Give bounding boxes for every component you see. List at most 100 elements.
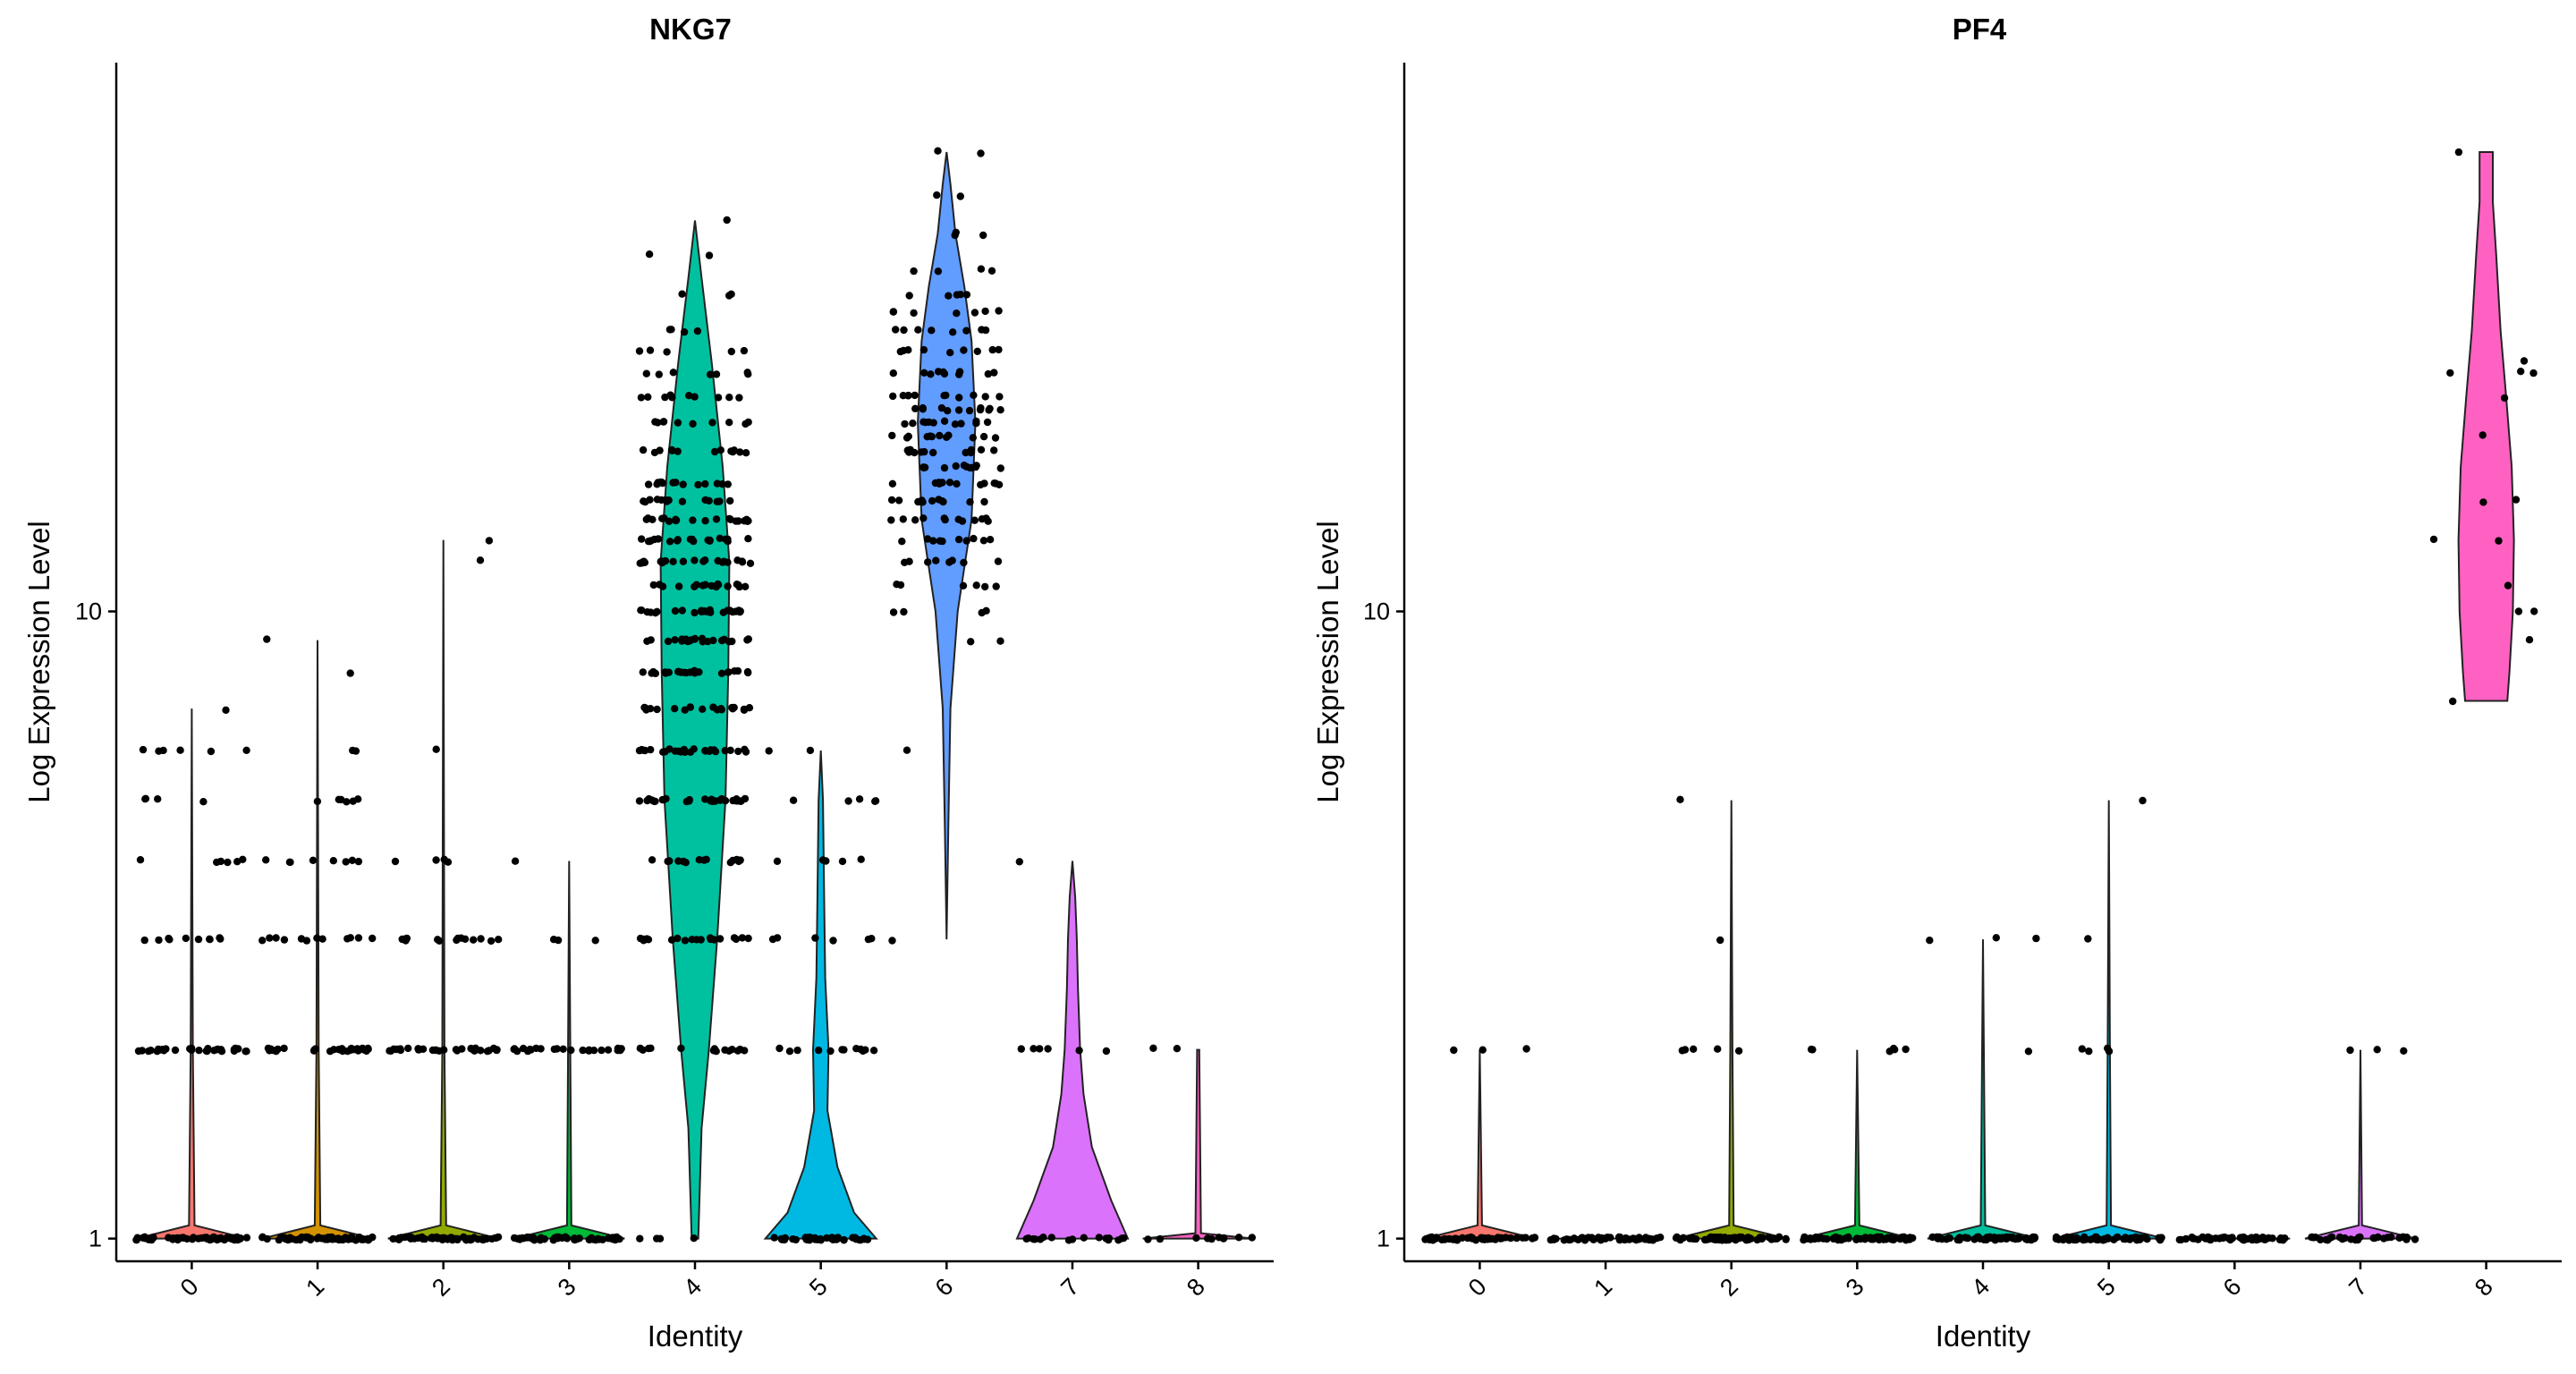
data-point bbox=[2429, 535, 2438, 544]
data-point bbox=[811, 1235, 819, 1243]
data-point bbox=[2395, 1234, 2403, 1243]
data-point bbox=[2175, 1235, 2183, 1244]
data-point bbox=[730, 703, 738, 712]
data-point bbox=[637, 394, 646, 402]
data-point bbox=[550, 1045, 558, 1054]
data-point bbox=[208, 1234, 216, 1242]
data-point bbox=[818, 856, 827, 864]
data-point bbox=[1039, 1234, 1047, 1242]
data-point bbox=[979, 537, 988, 545]
data-point bbox=[726, 746, 734, 754]
data-point bbox=[1954, 1234, 1962, 1243]
data-point bbox=[898, 538, 906, 546]
violin-cluster-5 bbox=[2053, 800, 2165, 1240]
data-point bbox=[1075, 1047, 1083, 1055]
data-point bbox=[1149, 1044, 1157, 1053]
violin-cluster-8 bbox=[2457, 151, 2515, 702]
data-point bbox=[2520, 357, 2529, 365]
data-point bbox=[1047, 1234, 1056, 1242]
y-tick-label: 10 bbox=[75, 598, 102, 625]
data-point bbox=[953, 310, 961, 318]
data-point bbox=[838, 1046, 846, 1054]
data-point bbox=[699, 557, 708, 565]
data-point bbox=[136, 856, 145, 864]
data-point bbox=[674, 582, 683, 590]
data-point bbox=[725, 606, 734, 615]
data-point bbox=[660, 514, 668, 522]
data-point bbox=[986, 536, 995, 544]
data-point bbox=[667, 326, 675, 334]
violin-cluster-2 bbox=[1675, 800, 1787, 1240]
data-point bbox=[1905, 1235, 1914, 1243]
data-point bbox=[994, 557, 1003, 565]
data-point bbox=[717, 636, 726, 645]
x-tick-label: 5 bbox=[804, 1273, 833, 1302]
data-point bbox=[896, 581, 905, 589]
data-point bbox=[262, 856, 270, 864]
data-point bbox=[966, 498, 974, 506]
data-point bbox=[1673, 1233, 1682, 1242]
data-point bbox=[2346, 1046, 2354, 1055]
data-point bbox=[735, 582, 743, 591]
data-point bbox=[1064, 1236, 1073, 1244]
data-point bbox=[354, 795, 362, 803]
data-point bbox=[2059, 1235, 2067, 1244]
data-point bbox=[833, 1235, 841, 1243]
data-point bbox=[671, 705, 679, 713]
data-point bbox=[639, 445, 648, 454]
data-point bbox=[983, 418, 992, 427]
data-point bbox=[806, 746, 815, 755]
data-point bbox=[889, 308, 897, 316]
data-point bbox=[944, 407, 952, 415]
violin-cluster-2 bbox=[387, 539, 499, 1240]
data-point bbox=[732, 797, 741, 805]
violin-cluster-4 bbox=[659, 220, 731, 1240]
data-point bbox=[204, 1045, 212, 1053]
data-point bbox=[476, 556, 485, 564]
data-point bbox=[962, 448, 970, 457]
data-point bbox=[141, 794, 150, 802]
data-point bbox=[646, 346, 655, 354]
data-point bbox=[1992, 934, 2000, 942]
data-point bbox=[960, 346, 968, 354]
y-axis-title: Log Expression Level bbox=[1311, 521, 1344, 803]
x-tick-label: 3 bbox=[1841, 1273, 1869, 1302]
data-point bbox=[396, 1046, 405, 1055]
y-ticks: 1 10 bbox=[75, 598, 116, 1252]
data-point bbox=[1926, 937, 1934, 945]
data-point bbox=[165, 934, 173, 943]
data-point bbox=[995, 345, 1003, 354]
y-tick-label: 10 bbox=[1363, 598, 1390, 625]
data-point bbox=[978, 608, 986, 617]
data-point bbox=[733, 666, 742, 675]
data-point bbox=[1717, 1234, 1725, 1242]
data-point bbox=[313, 934, 321, 942]
data-point bbox=[585, 1047, 593, 1055]
data-point bbox=[701, 581, 709, 589]
data-point bbox=[953, 479, 961, 488]
data-point bbox=[694, 480, 702, 489]
data-point bbox=[2052, 1233, 2061, 1242]
data-point bbox=[699, 607, 708, 615]
x-ticks: 0 1 2 3 4 5 6 7 8 bbox=[175, 1261, 1210, 1302]
x-tick-label: 1 bbox=[301, 1273, 329, 1302]
data-point bbox=[2240, 1236, 2248, 1244]
data-point bbox=[888, 479, 897, 488]
data-point bbox=[920, 447, 928, 456]
data-point bbox=[967, 638, 975, 646]
data-point bbox=[186, 1045, 194, 1053]
data-point bbox=[558, 1234, 566, 1243]
data-point bbox=[1156, 1234, 1165, 1243]
data-point bbox=[724, 538, 732, 546]
data-point bbox=[775, 1044, 784, 1053]
data-point bbox=[1852, 1235, 1860, 1244]
data-point bbox=[691, 556, 699, 564]
data-point bbox=[919, 498, 927, 506]
data-point bbox=[286, 1234, 294, 1242]
data-point bbox=[656, 581, 664, 589]
data-point bbox=[679, 857, 688, 866]
data-point bbox=[919, 345, 928, 354]
data-point bbox=[406, 1234, 414, 1242]
data-point bbox=[616, 1047, 624, 1055]
data-point bbox=[894, 496, 903, 505]
